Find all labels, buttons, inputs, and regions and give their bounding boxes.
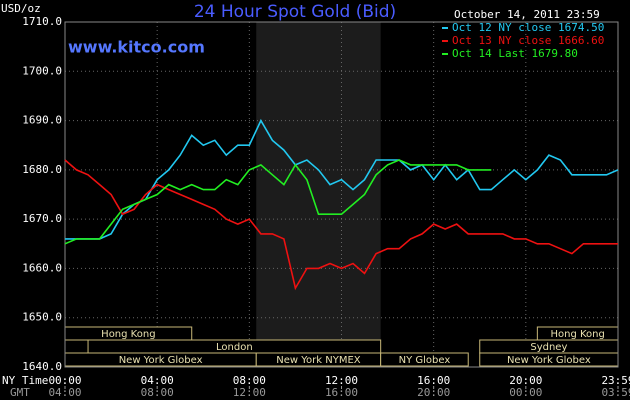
session-label: Sydney xyxy=(530,342,567,353)
y-tick-label: 1640.0 xyxy=(22,360,62,373)
x2-tick-label: 00:00 xyxy=(509,386,542,399)
legend-label: Oct 13 NY close 1666.60 xyxy=(452,34,604,47)
legend-label: Oct 14 Last 1679.80 xyxy=(452,47,578,60)
x2-tick-label: 03:59 xyxy=(601,386,630,399)
x2-tick-label: 20:00 xyxy=(417,386,450,399)
session-label: New York NYMEX xyxy=(276,355,361,366)
series-line xyxy=(64,159,618,291)
plot-frame xyxy=(64,21,619,368)
session-label: Hong Kong xyxy=(101,329,155,340)
session-label: New York Globex xyxy=(119,355,203,366)
session-label: NY Globex xyxy=(399,355,451,366)
sessions: Hong Kong London New York Globex New York N… xyxy=(64,326,619,367)
y-tick-label: 1680.0 xyxy=(22,163,62,176)
x-tick-label: 20:00 xyxy=(509,374,542,387)
session-label: New York Globex xyxy=(507,355,591,366)
chart-title: 24 Hour Spot Gold (Bid) xyxy=(194,2,396,22)
y-tick-label: 1700.0 xyxy=(22,64,62,77)
session-shade xyxy=(256,22,381,367)
x2-tick-label: 12:00 xyxy=(233,386,266,399)
x2-axis-label: GMT xyxy=(10,386,30,399)
x-tick-label: 23:59 xyxy=(601,374,630,387)
y-tick-label: 1710.0 xyxy=(22,15,62,28)
y-axis-label: USD/oz xyxy=(1,2,41,15)
series-line xyxy=(64,159,492,245)
source: www.kitco.com xyxy=(68,38,205,57)
x2-tick-label: 16:00 xyxy=(325,386,358,399)
x-tick-label: 16:00 xyxy=(417,374,450,387)
x-tick-label: 04:00 xyxy=(141,374,174,387)
x2-tick-label: 04:00 xyxy=(48,386,81,399)
x-axis-label: NY Time xyxy=(2,374,48,387)
y-tick-label: 1660.0 xyxy=(22,261,62,274)
y-tick-label: 1650.0 xyxy=(22,311,62,324)
legend-label: Oct 12 NY close 1674.50 xyxy=(452,21,604,34)
x-tick-label: 00:00 xyxy=(48,374,81,387)
y-tick-label: 1670.0 xyxy=(22,212,62,225)
series-line xyxy=(65,118,619,240)
session-label: Hong Kong xyxy=(550,329,604,340)
x2-tick-label: 08:00 xyxy=(141,386,174,399)
session-box xyxy=(380,352,469,367)
x-tick-label: 08:00 xyxy=(233,374,266,387)
y-tick-label: 1690.0 xyxy=(22,114,62,127)
x-tick-label: 12:00 xyxy=(325,374,358,387)
chart-date: October 14, 2011 23:59 xyxy=(454,8,600,21)
session-label: London xyxy=(216,342,253,353)
